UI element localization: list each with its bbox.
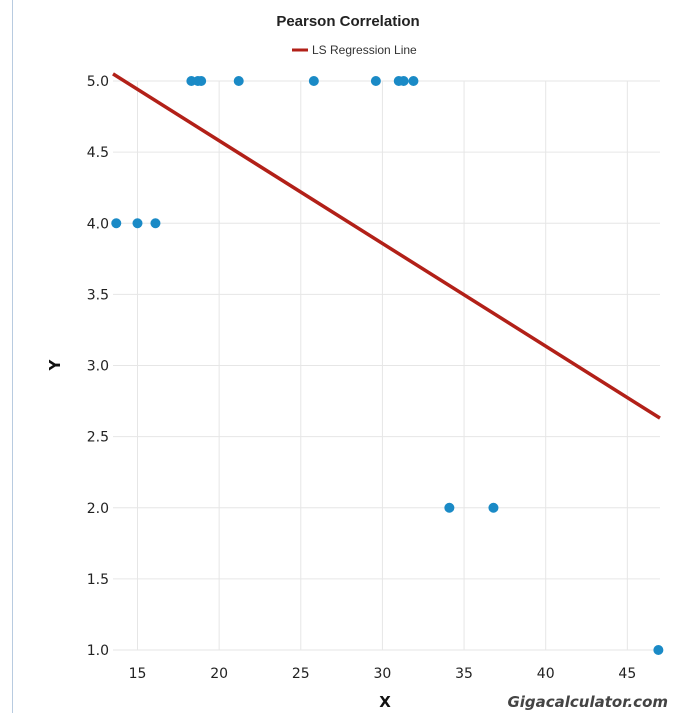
data-point — [111, 218, 122, 229]
y-axis: 1.0 1.5 2.0 2.5 3.0 3.5 4.0 4.5 5.0 — [87, 74, 109, 659]
y-tick-label: 2.0 — [87, 501, 109, 517]
x-tick-label: 40 — [537, 666, 555, 682]
points-layer — [111, 76, 664, 655]
grid — [113, 80, 660, 651]
regression-line — [112, 72, 661, 420]
y-tick-label: 2.5 — [87, 430, 109, 446]
x-tick-label: 45 — [618, 666, 636, 682]
data-point — [488, 502, 499, 513]
x-tick-label: 15 — [129, 666, 147, 682]
data-point — [308, 76, 319, 86]
y-tick-label: 3.0 — [87, 359, 109, 375]
y-tick-label: 1.0 — [87, 643, 109, 659]
x-tick-label: 35 — [455, 666, 473, 682]
x-tick-label: 20 — [210, 666, 228, 682]
y-tick-label: 3.5 — [87, 287, 109, 303]
data-point — [408, 76, 419, 86]
x-tick-label: 30 — [374, 666, 392, 682]
data-point — [444, 502, 455, 513]
y-tick-label: 4.5 — [87, 145, 109, 161]
legend-label: LS Regression Line — [312, 43, 417, 57]
data-point — [653, 645, 664, 655]
x-axis-title: X — [379, 693, 391, 711]
x-tick-label: 25 — [292, 666, 310, 682]
chart-title: Pearson Correlation — [276, 13, 419, 30]
data-point — [132, 218, 143, 229]
y-axis-title: Y — [46, 358, 64, 371]
y-tick-label: 1.5 — [87, 572, 109, 588]
y-tick-label: 5.0 — [87, 74, 109, 90]
data-point — [233, 76, 244, 86]
watermark: Gigacalculator.com — [507, 693, 668, 711]
data-point — [398, 76, 409, 86]
x-axis: 15 20 25 30 35 40 45 — [129, 666, 637, 682]
data-point — [196, 76, 207, 86]
page-left-border — [12, 0, 13, 713]
data-point — [150, 218, 161, 229]
data-point — [370, 76, 381, 86]
regression-layer — [112, 72, 661, 420]
y-tick-label: 4.0 — [87, 216, 109, 232]
